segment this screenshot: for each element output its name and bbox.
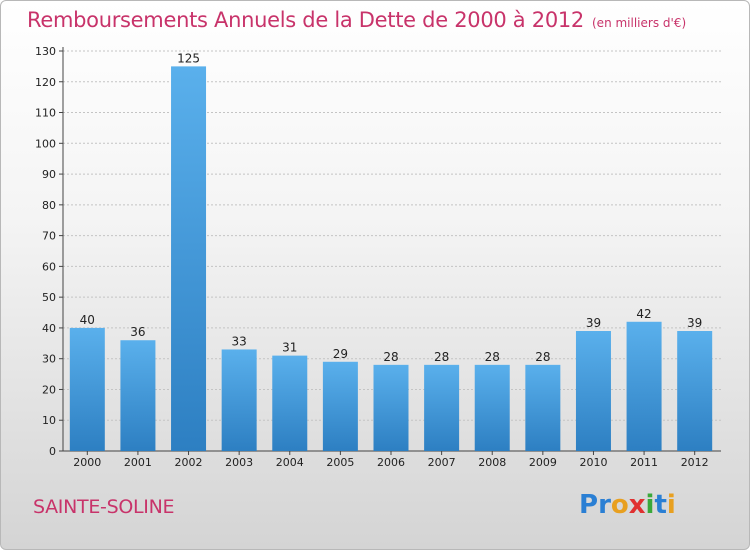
- x-tick-label: 2006: [377, 456, 405, 469]
- x-tick-label: 2011: [630, 456, 658, 469]
- y-tick-label: 0: [49, 445, 56, 458]
- y-tick-label: 30: [42, 353, 56, 366]
- bar-2008: [474, 364, 510, 451]
- y-tick-label: 80: [42, 199, 56, 212]
- data-label: 39: [687, 316, 702, 330]
- chart-unit: (en milliers d'€): [592, 16, 687, 30]
- data-label: 36: [130, 325, 145, 339]
- x-tick-label: 2000: [73, 456, 101, 469]
- y-tick-label: 70: [42, 230, 56, 243]
- x-tick-label: 2009: [529, 456, 557, 469]
- data-label: 31: [282, 341, 297, 355]
- bar-2011: [626, 321, 662, 451]
- y-tick-label: 120: [35, 76, 56, 89]
- y-tick-label: 100: [35, 137, 56, 150]
- data-label: 33: [232, 334, 247, 348]
- labels: 0 10 20 30 40 50 60 70 80 90 100 110 120 130 2000 40 200…: [35, 45, 709, 469]
- logo-letter: t: [654, 490, 667, 520]
- x-tick-label: 2008: [478, 456, 506, 469]
- y-tick-label: 110: [35, 107, 56, 120]
- x-tick-label: 2010: [579, 456, 607, 469]
- chart-title: Remboursements Annuels de la Dette de 20…: [27, 8, 686, 32]
- y-tick-label: 90: [42, 168, 56, 181]
- bar-2005: [322, 361, 358, 451]
- y-tick-label: 130: [35, 45, 56, 58]
- y-tick-label: 10: [42, 414, 56, 427]
- bar-2003: [221, 349, 257, 451]
- x-tick-label: 2012: [681, 456, 709, 469]
- bar-2000: [69, 327, 105, 451]
- y-tick-label: 40: [42, 322, 56, 335]
- logo-letter: o: [610, 490, 629, 520]
- x-tick-label: 2007: [428, 456, 456, 469]
- data-label: 42: [636, 307, 651, 321]
- data-label: 40: [80, 313, 95, 327]
- data-label: 29: [333, 347, 348, 361]
- logo-letter: x: [628, 490, 646, 520]
- logo-letter: i: [645, 490, 655, 520]
- x-tick-label: 2005: [326, 456, 354, 469]
- y-tick-label: 50: [42, 291, 56, 304]
- bar-2001: [120, 340, 156, 451]
- data-label: 28: [535, 350, 550, 364]
- logo-letter: i: [666, 490, 676, 520]
- bars: [69, 66, 713, 451]
- y-tick-label: 20: [42, 383, 56, 396]
- bar-2004: [272, 355, 308, 451]
- bar-2007: [424, 364, 460, 451]
- x-tick-label: 2001: [124, 456, 152, 469]
- data-label: 125: [177, 51, 200, 65]
- bar-2012: [677, 331, 713, 451]
- data-label: 39: [586, 316, 601, 330]
- data-label: 28: [485, 350, 500, 364]
- x-tick-label: 2004: [276, 456, 304, 469]
- data-label: 28: [383, 350, 398, 364]
- chart-title-text: Remboursements Annuels de la Dette de 20…: [27, 8, 584, 32]
- bar-2009: [525, 364, 561, 451]
- x-tick-label: 2002: [175, 456, 203, 469]
- y-tick-label: 60: [42, 260, 56, 273]
- proxiti-logo: Proxiti: [579, 490, 676, 520]
- x-tick-label: 2003: [225, 456, 253, 469]
- logo-letter: r: [598, 490, 611, 520]
- commune-name: SAINTE-SOLINE: [33, 496, 175, 518]
- logo-letter: P: [579, 490, 599, 520]
- bar-2010: [575, 331, 611, 451]
- bar-2006: [373, 364, 409, 451]
- data-label: 28: [434, 350, 449, 364]
- bar-2002: [171, 66, 207, 451]
